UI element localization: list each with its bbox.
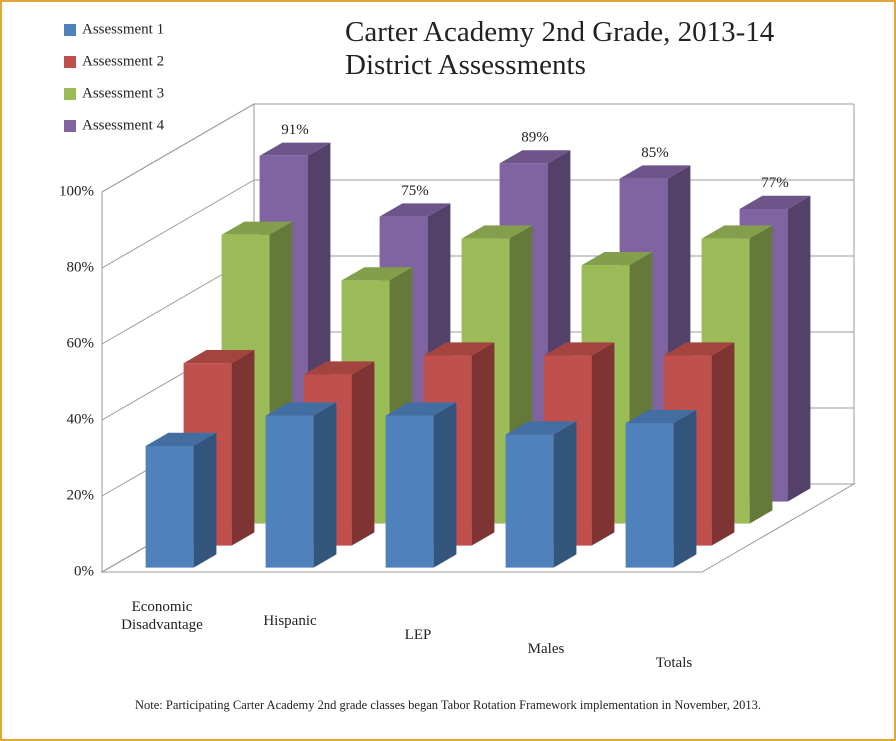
bar [625,410,697,568]
data-label: 89% [521,130,549,146]
bar-side [711,342,735,546]
bar-top [625,410,697,424]
grid-line [101,103,255,193]
bar-side [351,361,375,546]
bar-side [591,342,615,546]
bar-front [385,415,434,568]
bar [505,421,577,568]
data-label: 85% [641,145,669,161]
bar-front [625,423,674,568]
legend-swatch [64,120,76,132]
bar-side [787,195,811,502]
bar-side [553,421,577,568]
bar-front [265,415,314,568]
bar-top [221,221,293,235]
bar [265,402,337,568]
bar-top [505,421,577,435]
bar-top [581,252,653,266]
bar-top [303,361,375,375]
y-tick-label: 100% [59,183,94,199]
legend-swatch [64,88,76,100]
bar-top [385,402,457,416]
bar-top [341,267,413,281]
x-tick-label: LEP [404,627,432,643]
bar-side [313,402,337,568]
x-tick-label: Hispanic [263,613,317,629]
bar-top [461,225,533,239]
y-tick-label: 20% [67,487,95,503]
data-label: 91% [281,122,309,138]
x-tick-label: Males [527,641,565,657]
bar-top [499,150,571,164]
bar-top [701,225,773,239]
bar-top [739,195,811,209]
legend-swatch [64,24,76,36]
bar [385,402,457,568]
legend-label: Assessment 2 [82,53,164,69]
x-tick-label: Totals [655,655,693,671]
bar-side [471,342,495,546]
bar-side [749,225,773,524]
legend-swatch [64,56,76,68]
y-tick-label: 80% [67,259,95,275]
bar-top [379,203,451,217]
bar [145,432,217,568]
x-tick-label: Economic Disadvantage [121,599,203,633]
note: Note: Participating Carter Academy 2nd g… [134,698,761,712]
y-tick-label: 60% [67,335,95,351]
bar-front [505,434,554,568]
legend-label: Assessment 4 [82,117,165,133]
legend-label: Assessment 1 [82,21,164,37]
bar-side [433,402,457,568]
grid-line [101,179,255,269]
bar-top [423,342,495,356]
data-label: 75% [401,183,429,199]
bar-side [193,432,217,568]
data-label: 77% [761,175,789,191]
bar-side [231,350,255,546]
bar-front [145,446,194,568]
bar-top [543,342,615,356]
bar-top [663,342,735,356]
y-tick-label: 40% [67,411,95,427]
bar-side [673,410,697,568]
bar-top [265,402,337,416]
chart-title: Carter Academy 2nd Grade, 2013-14 Distri… [345,16,775,81]
bar-top [145,432,217,446]
bar-top [619,165,691,179]
legend-label: Assessment 3 [82,85,164,101]
bar-top [183,350,255,364]
y-tick-label: 0% [74,563,94,579]
bar-top [259,142,331,156]
